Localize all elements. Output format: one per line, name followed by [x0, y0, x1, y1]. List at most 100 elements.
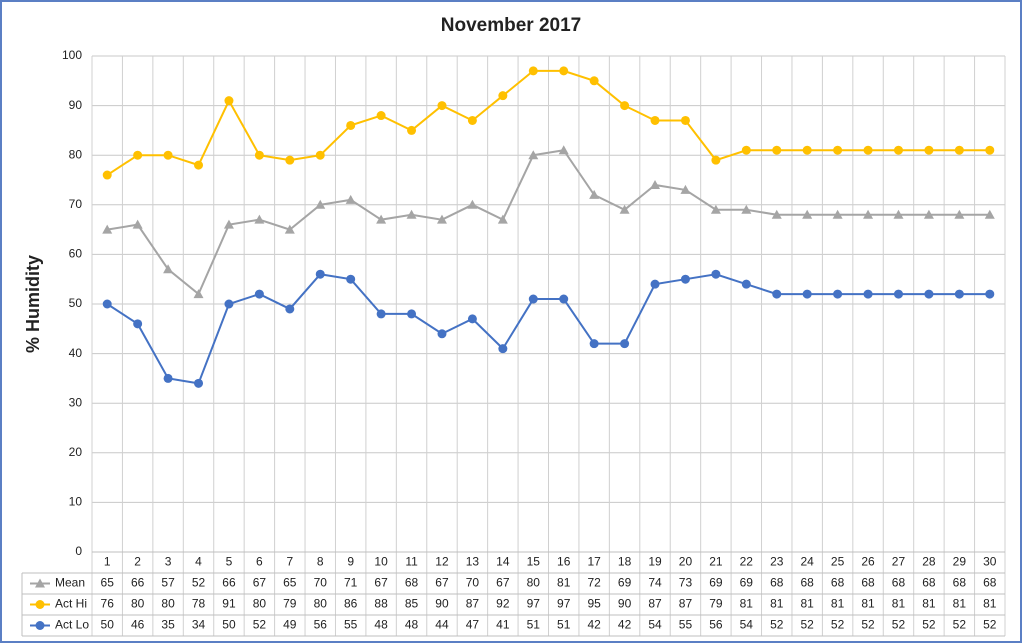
table-value: 54 [648, 618, 662, 632]
marker [589, 76, 599, 86]
legend-label: Act Hi [55, 597, 87, 611]
table-value: 72 [587, 576, 601, 590]
table-value: 46 [131, 618, 145, 632]
marker [315, 269, 325, 279]
table-value: 52 [922, 618, 936, 632]
x-tick-label: 14 [496, 555, 510, 569]
marker [620, 339, 630, 349]
table-value: 81 [953, 597, 967, 611]
marker [833, 289, 843, 299]
marker [102, 170, 112, 180]
marker [984, 209, 995, 219]
table-value: 52 [801, 618, 815, 632]
table-value: 86 [344, 597, 358, 611]
marker [497, 214, 508, 224]
marker [924, 289, 934, 299]
marker [893, 209, 904, 219]
table-value: 57 [161, 576, 175, 590]
marker [893, 145, 903, 155]
marker [832, 209, 843, 219]
table-value: 50 [101, 618, 115, 632]
marker [558, 145, 569, 155]
marker [102, 299, 112, 309]
table-value: 67 [253, 576, 267, 590]
marker [802, 289, 812, 299]
table-value: 52 [892, 618, 906, 632]
table-value: 97 [557, 597, 571, 611]
table-value: 42 [587, 618, 601, 632]
table-value: 81 [557, 576, 571, 590]
table-value: 42 [618, 618, 632, 632]
table-value: 47 [466, 618, 480, 632]
table-value: 81 [740, 597, 754, 611]
x-tick-label: 28 [922, 555, 936, 569]
table-value: 81 [801, 597, 815, 611]
marker [771, 209, 782, 219]
x-tick-label: 27 [892, 555, 906, 569]
marker [985, 289, 995, 299]
marker [437, 101, 447, 111]
marker [376, 309, 386, 319]
marker [376, 214, 387, 224]
marker [163, 373, 173, 383]
marker [345, 194, 356, 204]
marker [741, 204, 752, 214]
table-value: 66 [131, 576, 145, 590]
table-value: 85 [405, 597, 419, 611]
marker [954, 145, 964, 155]
x-tick-label: 4 [195, 555, 202, 569]
x-tick-label: 18 [618, 555, 632, 569]
table-value: 35 [161, 618, 175, 632]
x-tick-label: 30 [983, 555, 997, 569]
table-value: 79 [709, 597, 723, 611]
table-value: 68 [831, 576, 845, 590]
table-value: 97 [527, 597, 541, 611]
x-tick-label: 24 [801, 555, 815, 569]
x-tick-label: 6 [256, 555, 263, 569]
marker [589, 339, 599, 349]
x-tick-label: 1 [104, 555, 111, 569]
y-tick-label: 40 [69, 346, 83, 360]
table-value: 70 [314, 576, 328, 590]
marker [923, 209, 934, 219]
marker [954, 209, 965, 219]
table-value: 68 [983, 576, 997, 590]
table-value: 80 [161, 597, 175, 611]
marker [498, 91, 508, 101]
table-value: 80 [253, 597, 267, 611]
table-value: 81 [831, 597, 845, 611]
marker [710, 204, 721, 214]
marker [924, 145, 934, 155]
table-value: 81 [922, 597, 936, 611]
table-value: 56 [314, 618, 328, 632]
marker [802, 209, 813, 219]
table-value: 68 [922, 576, 936, 590]
table-value: 73 [679, 576, 693, 590]
x-tick-label: 23 [770, 555, 784, 569]
marker [772, 145, 782, 155]
x-tick-label: 8 [317, 555, 324, 569]
marker [407, 125, 417, 135]
marker [35, 578, 45, 588]
x-tick-label: 25 [831, 555, 845, 569]
marker [254, 150, 264, 160]
x-tick-label: 17 [587, 555, 601, 569]
marker [559, 294, 569, 304]
y-tick-label: 0 [75, 544, 82, 558]
table-value: 76 [101, 597, 115, 611]
marker [711, 269, 721, 279]
marker [467, 314, 477, 324]
table-value: 69 [618, 576, 632, 590]
marker [863, 145, 873, 155]
marker [194, 160, 204, 170]
table-value: 49 [283, 618, 297, 632]
x-tick-label: 29 [953, 555, 967, 569]
x-tick-label: 11 [405, 555, 418, 569]
marker [133, 319, 143, 329]
x-tick-label: 19 [648, 555, 662, 569]
marker [407, 309, 417, 319]
y-tick-label: 70 [69, 197, 83, 211]
legend-label: Mean [55, 576, 85, 590]
table-value: 81 [861, 597, 875, 611]
marker [528, 66, 538, 76]
